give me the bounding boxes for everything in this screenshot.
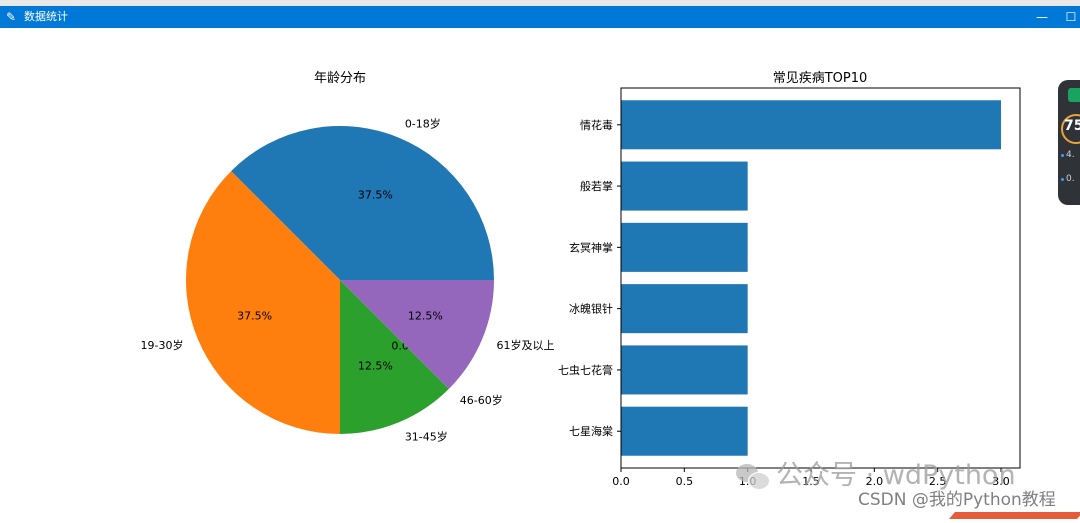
gauge-ring xyxy=(1061,114,1080,144)
stat-dot xyxy=(1061,154,1064,157)
system-monitor-widget[interactable]: 75 4. 0. xyxy=(1058,80,1080,205)
pie-label: 61岁及以上 xyxy=(497,338,555,352)
csdn-credit: CSDN @我的Python教程 xyxy=(858,490,1056,510)
x-tick-label: 2.0 xyxy=(866,475,884,488)
y-tick-label: 玄冥神掌 xyxy=(569,240,613,254)
feather-icon: ✎ xyxy=(6,10,17,24)
bar-chart-frame xyxy=(620,87,1021,469)
red-stroke-decoration xyxy=(949,512,1080,519)
y-tick-label: 冰魄银针 xyxy=(569,302,613,316)
pie-slice xyxy=(231,125,494,280)
x-tick-label: 2.5 xyxy=(929,475,947,488)
x-tick-label: 1.5 xyxy=(802,475,820,488)
stat-value: 4. xyxy=(1066,150,1075,160)
pie-percent-label: 12.5% xyxy=(358,359,393,372)
bar-mark xyxy=(621,406,748,456)
bar-mark xyxy=(621,100,1001,150)
background-window-strip xyxy=(0,0,1080,6)
y-tick-label: 七虫七花膏 xyxy=(558,363,613,377)
x-tick-label: 0.0 xyxy=(612,475,630,488)
y-tick-label: 般若掌 xyxy=(580,179,613,193)
pie-slice xyxy=(340,280,449,434)
bar-mark xyxy=(621,345,748,395)
wechat-icon xyxy=(736,463,770,490)
pie-slice xyxy=(186,171,340,434)
pie-percent-label: 37.5% xyxy=(237,309,272,322)
bar-chart-title: 常见疾病TOP10 xyxy=(773,71,868,86)
window-title: 数据统计 xyxy=(24,10,68,23)
pie-chart-title: 年龄分布 xyxy=(314,71,366,86)
pie-label: 46-60岁 xyxy=(460,393,503,407)
window-titlebar[interactable]: ✎ 数据统计 — ☐ xyxy=(0,6,1080,28)
x-tick-label: 3.0 xyxy=(992,475,1010,488)
stat-value: 0. xyxy=(1066,174,1075,184)
bar-mark xyxy=(621,284,748,334)
shield-icon xyxy=(1068,88,1080,102)
pie-slice xyxy=(340,280,494,389)
pie-percent-label: 12.5% xyxy=(408,309,443,322)
bar-mark xyxy=(621,222,748,272)
pie-label: 31-45岁 xyxy=(405,430,448,444)
bar-mark xyxy=(621,161,748,211)
figure-canvas: 年龄分布 0-18岁 37.5% 19-30岁 37.5% 31-45岁 12.5% 46-… xyxy=(0,28,1080,519)
pie-label: 0-18岁 xyxy=(405,116,441,130)
pie-chart: 年龄分布 0-18岁 37.5% 19-30岁 37.5% 31-45岁 12.5% 46-… xyxy=(141,71,555,444)
x-tick-label: 0.5 xyxy=(676,475,694,488)
minimize-button[interactable]: — xyxy=(1036,10,1048,24)
stat-dot xyxy=(1061,178,1064,181)
maximize-button[interactable]: ☐ xyxy=(1065,10,1077,24)
y-tick-label: 七星海棠 xyxy=(569,424,613,438)
gauge-value: 75 xyxy=(1064,118,1080,134)
watermark-text: 公众号 · wdPython xyxy=(776,460,1016,491)
watermark: 公众号 · wdPython xyxy=(736,458,1016,494)
charts-svg: 年龄分布 0-18岁 37.5% 19-30岁 37.5% 31-45岁 12.5% 46-… xyxy=(141,71,1021,488)
y-tick-label: 情花毒 xyxy=(580,119,613,132)
pie-percent-label: 37.5% xyxy=(358,189,393,202)
pie-label: 19-30岁 xyxy=(141,338,184,352)
